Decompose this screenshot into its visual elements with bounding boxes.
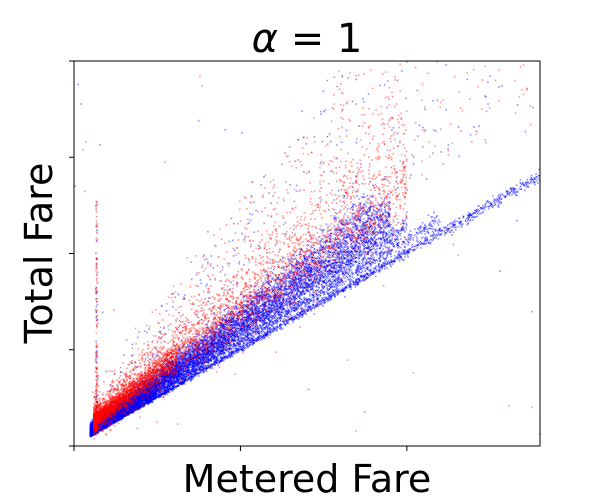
chart-title-symbol: α xyxy=(252,16,278,62)
scatter-points xyxy=(74,60,541,440)
y-axis-label: Total Fare xyxy=(17,163,61,345)
axis-ticks xyxy=(69,60,408,451)
chart-title-rest: = 1 xyxy=(278,16,362,62)
series-red-points xyxy=(82,60,534,440)
x-axis-label: Metered Fare xyxy=(183,457,432,500)
chart-title: α = 1 xyxy=(252,16,363,62)
